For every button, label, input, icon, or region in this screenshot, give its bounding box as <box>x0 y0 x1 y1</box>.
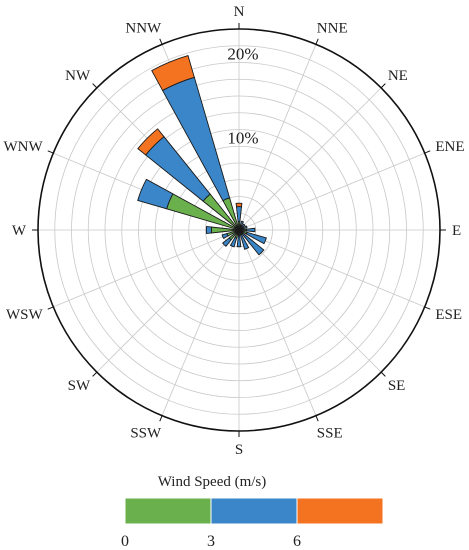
grid-spoke <box>238 229 382 373</box>
direction-tick <box>424 306 431 310</box>
bar-nnw-series-3 <box>151 55 195 92</box>
bar-w-series-2 <box>205 225 213 235</box>
direction-label-ne: NE <box>388 68 408 84</box>
direction-label-nnw: NNW <box>125 21 162 37</box>
legend: Wind Speed (m/s) 0 3 6 <box>121 474 384 550</box>
grid-spoke <box>238 229 317 416</box>
radial-tick-label-20: 20% <box>227 45 258 64</box>
direction-labels: N NNE NE ENE E ESE SE SSE S SSW SW WSW W WNW NW NNW <box>4 4 465 458</box>
bar-n-series-2 <box>235 206 243 223</box>
direction-label-wsw: WSW <box>6 307 44 323</box>
grid-spoke <box>238 152 425 231</box>
grid-spoke <box>238 87 382 231</box>
direction-label-sw: SW <box>68 378 91 394</box>
legend-tick-label-6: 6 <box>293 533 301 550</box>
radial-tick-labels: 10% 20% <box>227 45 258 148</box>
bar-nw-series-3 <box>137 128 165 156</box>
legend-swatches <box>124 497 384 525</box>
direction-label-nw: NW <box>65 68 91 84</box>
bar-se-series-2 <box>241 232 265 256</box>
legend-title: Wind Speed (m/s) <box>158 474 267 490</box>
direction-label-wnw: WNW <box>4 139 44 155</box>
direction-label-se: SE <box>388 378 406 394</box>
bar-sw-series-2 <box>222 237 232 247</box>
direction-label-s: S <box>235 442 243 458</box>
bar-ene-series-2 <box>241 225 248 230</box>
bar-nne-series-2 <box>239 220 245 227</box>
direction-tick <box>380 83 386 89</box>
direction-tick <box>47 150 54 154</box>
direction-tick <box>47 306 54 310</box>
direction-label-ssw: SSW <box>130 425 162 441</box>
bar-ne-series-2 <box>240 223 246 229</box>
radial-tick-label-10: 10% <box>227 128 258 147</box>
direction-tick <box>315 38 319 45</box>
direction-tick <box>315 415 319 422</box>
direction-tick <box>424 150 431 154</box>
polar-grid <box>32 23 446 437</box>
direction-label-n: N <box>234 4 245 20</box>
direction-label-e: E <box>452 223 461 239</box>
bar-n-series-3 <box>235 202 243 208</box>
bar-ese-series-2 <box>245 231 267 245</box>
direction-label-nne: NNE <box>317 21 348 37</box>
direction-tick <box>380 371 386 377</box>
direction-tick <box>159 415 163 422</box>
direction-label-ese: ESE <box>435 307 462 323</box>
legend-tick-label-3: 3 <box>207 533 215 550</box>
grid-spoke <box>238 44 317 231</box>
legend-swatch-3 <box>296 497 384 525</box>
legend-tick-labels: 0 3 6 <box>121 533 301 550</box>
bar-wsw-series-2 <box>221 232 229 240</box>
legend-swatch-1 <box>124 497 212 525</box>
bar-sse-series-2 <box>239 233 250 250</box>
bar-s-series-2 <box>236 234 242 248</box>
bar-wnw-series-2 <box>137 178 174 210</box>
legend-swatch-2 <box>210 497 298 525</box>
direction-label-ene: ENE <box>435 139 464 155</box>
direction-label-w: W <box>12 223 27 239</box>
grid-spoke <box>161 229 240 416</box>
wind-bars <box>137 55 267 256</box>
direction-tick <box>92 371 98 377</box>
direction-tick <box>159 38 163 45</box>
bar-e-series-2 <box>245 227 256 233</box>
grid-spoke <box>238 229 425 308</box>
bar-ssw-series-2 <box>229 236 238 248</box>
legend-tick-label-0: 0 <box>121 533 129 550</box>
direction-label-sse: SSE <box>317 425 343 441</box>
grid-spoke <box>96 229 240 373</box>
grid-spoke <box>53 229 240 308</box>
direction-tick <box>92 83 98 89</box>
